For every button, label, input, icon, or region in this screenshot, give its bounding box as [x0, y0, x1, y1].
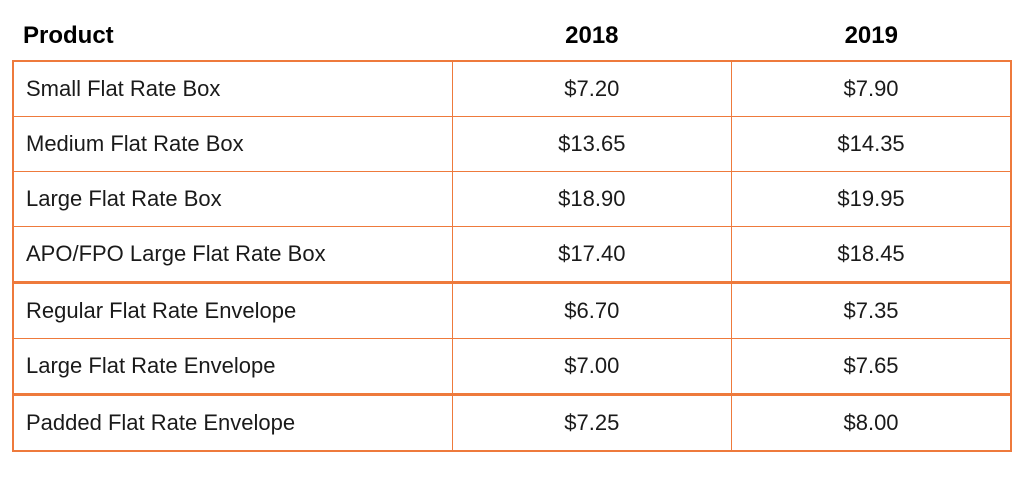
product-cell: Large Flat Rate Envelope: [13, 339, 452, 395]
product-cell: Medium Flat Rate Box: [13, 117, 452, 172]
price-2019-cell: $7.65: [732, 339, 1011, 395]
price-2018-cell: $6.70: [452, 283, 731, 339]
product-cell: Regular Flat Rate Envelope: [13, 283, 452, 339]
price-2018-cell: $7.00: [452, 339, 731, 395]
product-cell: Large Flat Rate Box: [13, 172, 452, 227]
table-header-row: Product 2018 2019: [13, 16, 1011, 61]
price-2019-cell: $19.95: [732, 172, 1011, 227]
table-row: APO/FPO Large Flat Rate Box$17.40$18.45: [13, 227, 1011, 283]
product-cell: APO/FPO Large Flat Rate Box: [13, 227, 452, 283]
col-header-product: Product: [13, 16, 452, 61]
product-cell: Padded Flat Rate Envelope: [13, 395, 452, 452]
table-row: Medium Flat Rate Box$13.65$14.35: [13, 117, 1011, 172]
table-row: Large Flat Rate Box$18.90$19.95: [13, 172, 1011, 227]
table-row: Regular Flat Rate Envelope$6.70$7.35: [13, 283, 1011, 339]
col-header-2018: 2018: [452, 16, 731, 61]
col-header-2019: 2019: [732, 16, 1011, 61]
table-row: Small Flat Rate Box$7.20$7.90: [13, 61, 1011, 117]
product-cell: Small Flat Rate Box: [13, 61, 452, 117]
price-2018-cell: $7.25: [452, 395, 731, 452]
price-2019-cell: $7.35: [732, 283, 1011, 339]
price-table: Product 2018 2019 Small Flat Rate Box$7.…: [12, 16, 1012, 452]
price-2018-cell: $7.20: [452, 61, 731, 117]
table-row: Large Flat Rate Envelope$7.00$7.65: [13, 339, 1011, 395]
table-row: Padded Flat Rate Envelope$7.25$8.00: [13, 395, 1011, 452]
price-2019-cell: $8.00: [732, 395, 1011, 452]
table-body: Small Flat Rate Box$7.20$7.90Medium Flat…: [13, 61, 1011, 451]
price-2019-cell: $14.35: [732, 117, 1011, 172]
price-2018-cell: $18.90: [452, 172, 731, 227]
price-2019-cell: $18.45: [732, 227, 1011, 283]
price-2018-cell: $13.65: [452, 117, 731, 172]
price-2018-cell: $17.40: [452, 227, 731, 283]
price-2019-cell: $7.90: [732, 61, 1011, 117]
